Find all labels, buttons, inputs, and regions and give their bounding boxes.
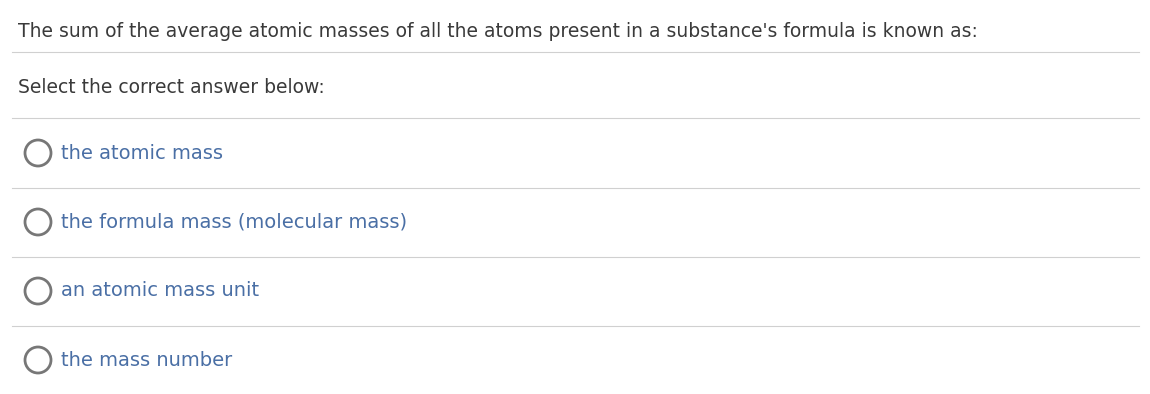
Text: the formula mass (molecular mass): the formula mass (molecular mass) <box>61 212 407 232</box>
Ellipse shape <box>25 140 51 166</box>
Text: an atomic mass unit: an atomic mass unit <box>61 281 259 301</box>
Ellipse shape <box>25 347 51 373</box>
Text: the mass number: the mass number <box>61 351 232 370</box>
Text: Select the correct answer below:: Select the correct answer below: <box>18 78 324 97</box>
Text: the atomic mass: the atomic mass <box>61 143 223 162</box>
Ellipse shape <box>25 209 51 235</box>
Ellipse shape <box>25 278 51 304</box>
Text: The sum of the average atomic masses of all the atoms present in a substance's f: The sum of the average atomic masses of … <box>18 22 977 41</box>
